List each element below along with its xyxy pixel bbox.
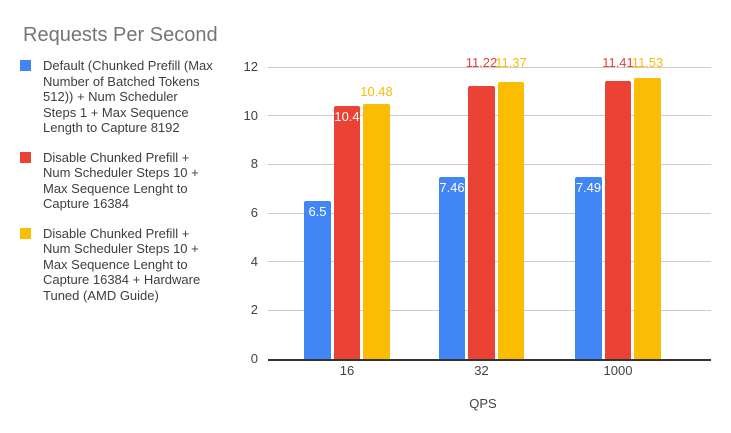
bar-series3-16 — [363, 104, 390, 359]
legend-item-label: Default (Chunked Prefill (Max Number of … — [43, 58, 213, 135]
bar-value-label: 11.22 — [465, 55, 498, 70]
gridline — [268, 66, 711, 68]
x-axis-title: QPS — [469, 396, 497, 411]
legend-swatch — [20, 60, 31, 71]
bar-series2-1000 — [604, 81, 632, 359]
legend-item-label: Disable Chunked Prefill + Num Scheduler … — [43, 149, 199, 212]
bar-value-label: 11.53 — [631, 55, 664, 70]
chart-legend: Default (Chunked Prefill (Max Number of … — [20, 58, 240, 317]
bar-series1-1000 — [575, 176, 602, 359]
x-tick-label: 32 — [474, 363, 489, 378]
y-tick-label: 12 — [243, 59, 258, 74]
legend-item-label: Disable Chunked Prefill + Num Scheduler … — [43, 225, 201, 303]
bar-value-label: 11.37 — [495, 55, 527, 70]
y-tick-label: 6 — [250, 205, 258, 220]
legend-item: Disable Chunked Prefill + Num Scheduler … — [20, 226, 240, 304]
chart-title: Requests Per Second — [23, 24, 218, 46]
legend-swatch — [20, 227, 31, 239]
bar-value-label: 6.5 — [308, 203, 327, 219]
bar-series3-32 — [497, 82, 525, 359]
bar-value-label: 10.48 — [360, 83, 393, 99]
bar-value-label: 10.4 — [334, 108, 360, 124]
x-tick-label: 16 — [339, 363, 355, 378]
plot-area: 6.5 7.46 7.49 10.4 11.22 11.41 10.48 11.37 11.53 — [268, 56, 711, 361]
bar-value-label: 7.49 — [575, 179, 602, 195]
legend-swatch — [20, 151, 31, 163]
legend-item: Default (Chunked Prefill (Max Number of … — [20, 58, 240, 136]
y-tick-label: 4 — [250, 253, 258, 269]
y-tick-label: 2 — [250, 302, 258, 318]
y-tick-label: 10 — [243, 107, 258, 123]
y-tick-label: 0 — [250, 351, 258, 366]
bar-series1-16 — [304, 200, 331, 359]
bar-series3-1000 — [634, 78, 661, 359]
bar-series2-32 — [468, 85, 495, 359]
legend-item: Disable Chunked Prefill + Num Scheduler … — [20, 150, 240, 212]
bar-value-label: 7.46 — [439, 180, 465, 196]
bar-series2-16 — [333, 105, 361, 359]
bar-series1-32 — [438, 177, 466, 359]
x-tick-label: 1000 — [603, 363, 633, 378]
bar-value-label: 11.41 — [602, 55, 634, 70]
y-tick-label: 8 — [250, 156, 258, 172]
